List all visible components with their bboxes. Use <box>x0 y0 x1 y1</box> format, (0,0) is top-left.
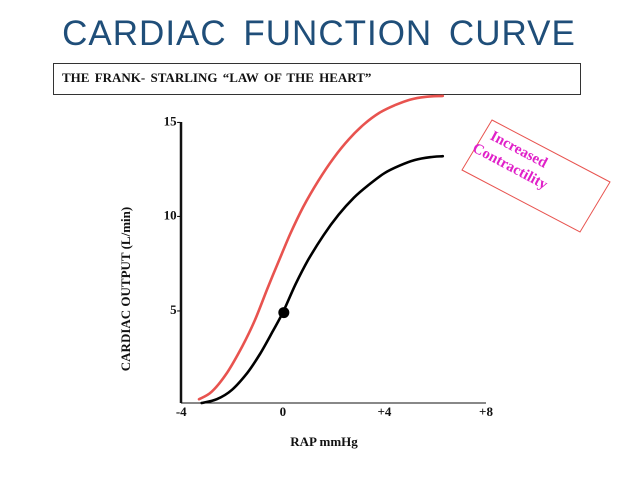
baseline-curve <box>200 154 445 405</box>
y-tick-labels: 5- 10- 15- <box>164 113 181 316</box>
slide-title: CARDIAC FUNCTION CURVE <box>62 14 576 53</box>
y-tick-label: 15- <box>164 113 181 128</box>
x-tick-label: +4 <box>377 404 391 419</box>
series-layer <box>197 94 445 405</box>
y-tick-label: 10- <box>164 208 181 223</box>
annotation-box <box>461 119 611 233</box>
y-axis-label: CARDIAC OUTPUT (L/min) <box>118 207 133 371</box>
x-axis-label: RAP mmHg <box>290 434 358 449</box>
x-tick-label: +8 <box>479 404 493 419</box>
operating-point-marker <box>278 307 290 319</box>
increased-contractility-annotation: Increased Contractility <box>461 119 611 233</box>
points-layer <box>278 307 290 319</box>
x-tick-label: -4 <box>176 404 187 419</box>
x-tick-labels: -4 0 +4 +8 <box>176 404 494 419</box>
x-tick-label: 0 <box>280 404 287 419</box>
subtitle-box: THE FRANK- STARLING “LAW OF THE HEART” <box>53 63 581 95</box>
increased-curve <box>197 94 445 401</box>
y-tick-label: 5- <box>170 302 181 317</box>
